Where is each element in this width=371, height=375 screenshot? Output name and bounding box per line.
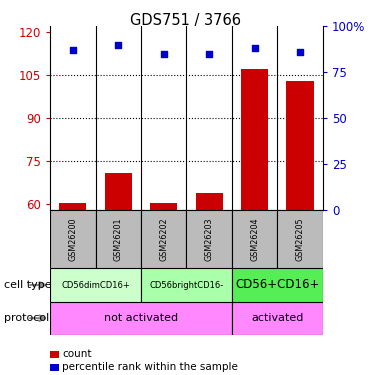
Text: CD56+CD16+: CD56+CD16+ xyxy=(235,279,319,291)
Text: cell type: cell type xyxy=(4,280,51,290)
Point xyxy=(297,49,303,55)
Bar xyxy=(141,210,187,268)
Bar xyxy=(50,210,96,268)
Point xyxy=(252,45,257,51)
Bar xyxy=(278,210,323,268)
Text: GDS751 / 3766: GDS751 / 3766 xyxy=(130,13,241,28)
Bar xyxy=(286,81,314,210)
Bar xyxy=(96,210,141,268)
Text: not activated: not activated xyxy=(104,313,178,323)
Bar xyxy=(105,172,132,210)
Bar xyxy=(50,268,141,302)
Point xyxy=(206,51,212,57)
Bar xyxy=(141,268,232,302)
Bar xyxy=(232,302,323,334)
Bar xyxy=(50,302,232,334)
Text: GSM26204: GSM26204 xyxy=(250,217,259,261)
Text: GSM26202: GSM26202 xyxy=(159,217,168,261)
Point xyxy=(70,47,76,53)
Text: percentile rank within the sample: percentile rank within the sample xyxy=(62,363,238,372)
Text: GSM26205: GSM26205 xyxy=(296,217,305,261)
Bar xyxy=(196,193,223,210)
Text: protocol: protocol xyxy=(4,313,49,323)
Text: GSM26200: GSM26200 xyxy=(68,217,77,261)
Point xyxy=(115,42,121,48)
Text: CD56dimCD16+: CD56dimCD16+ xyxy=(61,280,130,290)
Text: count: count xyxy=(62,350,92,359)
Bar xyxy=(59,203,86,210)
Text: CD56brightCD16-: CD56brightCD16- xyxy=(149,280,224,290)
Point xyxy=(161,51,167,57)
Bar xyxy=(187,210,232,268)
Bar xyxy=(241,69,268,210)
Bar xyxy=(150,203,177,210)
Bar xyxy=(232,268,323,302)
Text: GSM26201: GSM26201 xyxy=(114,217,123,261)
Text: activated: activated xyxy=(251,313,303,323)
Bar xyxy=(232,210,278,268)
Text: GSM26203: GSM26203 xyxy=(205,217,214,261)
